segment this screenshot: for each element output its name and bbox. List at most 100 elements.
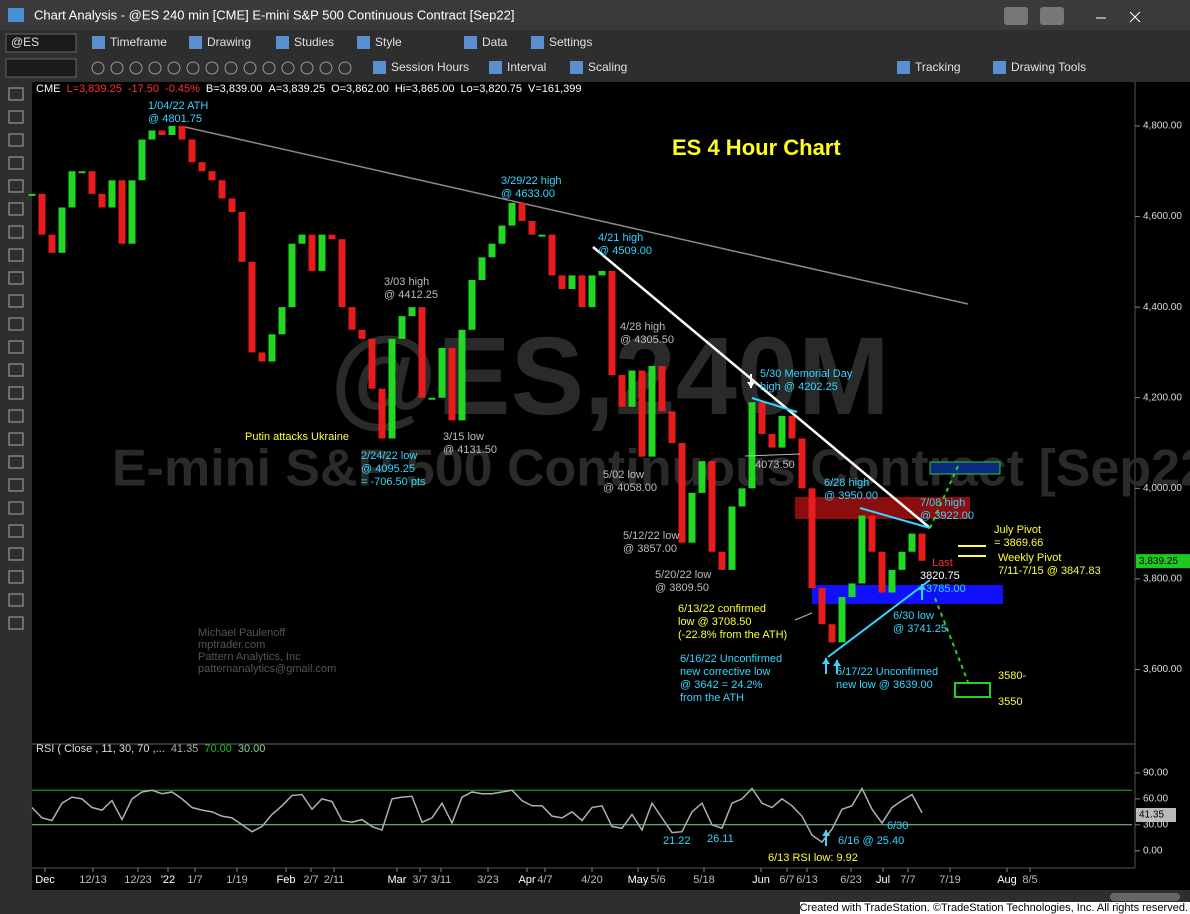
tool-icon[interactable] <box>8 340 24 354</box>
s-button[interactable] <box>1004 7 1028 25</box>
candle <box>798 438 806 489</box>
tool-icon[interactable] <box>8 432 24 446</box>
candle <box>728 506 736 570</box>
tool-icon[interactable] <box>8 317 24 331</box>
annotation: 3785.00 <box>926 583 966 595</box>
toolbar-icon[interactable] <box>276 36 289 49</box>
annotation: @ 4131.50 <box>443 444 497 456</box>
toolbar-button[interactable]: Settings <box>549 35 592 49</box>
tool-icon[interactable] <box>8 248 24 262</box>
toolbar-icon[interactable] <box>338 61 352 75</box>
rsi-level-label: 30.00 <box>238 743 266 755</box>
candle <box>408 307 416 317</box>
candle <box>688 492 696 543</box>
x-tick-label: 7/19 <box>939 874 960 886</box>
candle <box>218 180 226 199</box>
toolbar-icon[interactable] <box>148 61 162 75</box>
toolbar-icon[interactable] <box>167 61 181 75</box>
toolbar-icon[interactable] <box>993 61 1006 74</box>
tool-icon[interactable] <box>8 616 24 630</box>
toolbar-icon[interactable] <box>129 61 143 75</box>
tool-icon[interactable] <box>8 547 24 561</box>
toolbar-icon[interactable] <box>224 61 238 75</box>
interval-box[interactable] <box>5 58 77 78</box>
annotation: 2/24/22 low <box>361 450 417 462</box>
target-box <box>929 461 1001 475</box>
toolbar-button[interactable]: Data <box>482 35 508 49</box>
tool-icon[interactable] <box>8 455 24 469</box>
close-button[interactable] <box>1129 11 1141 23</box>
toolbar-icon[interactable] <box>357 36 370 49</box>
toolbar-button[interactable]: Interval <box>507 60 546 74</box>
toolbar-icon[interactable] <box>570 61 583 74</box>
candle <box>748 402 756 489</box>
toolbar-icon[interactable] <box>489 61 502 74</box>
tool-icon[interactable] <box>8 87 24 101</box>
toolbar-icon[interactable] <box>897 61 910 74</box>
toolbar-button[interactable]: Drawing Tools <box>1011 60 1086 74</box>
candle <box>788 415 796 439</box>
toolbar-icon[interactable] <box>464 36 477 49</box>
tool-icon[interactable] <box>8 225 24 239</box>
tool-icon[interactable] <box>8 386 24 400</box>
toolbar-icon[interactable] <box>319 61 333 75</box>
tool-icon[interactable] <box>8 179 24 193</box>
menu-button[interactable] <box>1040 7 1064 25</box>
tool-icon[interactable] <box>8 478 24 492</box>
quote-field: Hi=3,865.00 <box>395 83 455 95</box>
y-tick-label: 0.00 <box>1143 845 1163 856</box>
candle <box>78 171 86 174</box>
toolbar-button[interactable]: Scaling <box>588 60 627 74</box>
toolbar-icon[interactable] <box>531 36 544 49</box>
toolbar-icon[interactable] <box>91 61 105 75</box>
toolbar-icon[interactable] <box>186 61 200 75</box>
footer-bg <box>800 902 1190 914</box>
toolbar-icon[interactable] <box>92 36 105 49</box>
y-tick-label: 3,800.00 <box>1143 574 1182 585</box>
tool-icon[interactable] <box>8 110 24 124</box>
toolbar-button[interactable]: Drawing <box>207 35 251 49</box>
annotation: Last <box>932 557 953 569</box>
toolbar-icon[interactable] <box>281 61 295 75</box>
tool-icon[interactable] <box>8 570 24 584</box>
x-tick-label: Apr <box>518 874 535 886</box>
annotation: @ 3741.25 <box>893 623 947 635</box>
symbol[interactable]: @ES <box>11 35 39 49</box>
toolbar-icon[interactable] <box>110 61 124 75</box>
toolbar-icon[interactable] <box>262 61 276 75</box>
symbol-box[interactable] <box>5 33 77 53</box>
candle <box>378 388 386 439</box>
toolbar-icon[interactable] <box>243 61 257 75</box>
candle <box>478 257 486 280</box>
tool-icon[interactable] <box>8 156 24 170</box>
tool-icon[interactable] <box>8 593 24 607</box>
signature: Michael Paulenoff <box>198 627 286 639</box>
toolbar-button[interactable]: Session Hours <box>391 60 469 74</box>
tool-icon[interactable] <box>8 271 24 285</box>
toolbar-button[interactable]: Style <box>375 35 402 49</box>
annotation: 5/02 low <box>603 469 644 481</box>
toolbar-button[interactable]: Studies <box>294 35 334 49</box>
annotation: 6/13/22 confirmed <box>678 603 766 615</box>
candle <box>508 202 516 226</box>
x-tick-label: 12/23 <box>124 874 152 886</box>
target-box <box>954 682 991 698</box>
tool-icon[interactable] <box>8 363 24 377</box>
tool-icon[interactable] <box>8 501 24 515</box>
toolbar-icon[interactable] <box>205 61 219 75</box>
toolbar-icon[interactable] <box>189 36 202 49</box>
tool-icon[interactable] <box>8 294 24 308</box>
toolbar-button[interactable]: Tracking <box>915 60 961 74</box>
y-tick-label: 3,600.00 <box>1143 664 1182 675</box>
toolbar-button[interactable]: Timeframe <box>110 35 167 49</box>
tool-icon[interactable] <box>8 202 24 216</box>
tool-icon[interactable] <box>8 524 24 538</box>
tool-icon[interactable] <box>8 133 24 147</box>
annotation: @ 3857.00 <box>623 543 677 555</box>
rsi-last-label: 41.35 <box>1139 810 1164 821</box>
toolbar-icon[interactable] <box>373 61 386 74</box>
trendline <box>751 397 798 413</box>
zoom-slider[interactable] <box>1110 893 1180 901</box>
tool-icon[interactable] <box>8 409 24 423</box>
toolbar-icon[interactable] <box>300 61 314 75</box>
